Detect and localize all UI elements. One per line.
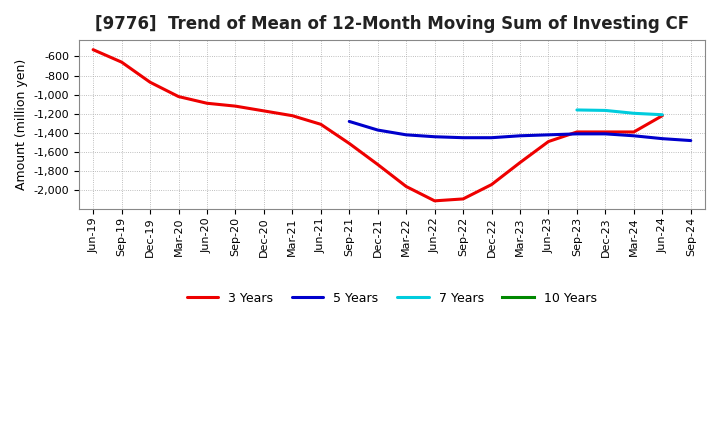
3 Years [629, 129, 638, 135]
3 Years [231, 103, 240, 109]
7 Years [658, 112, 667, 117]
3 Years [459, 196, 467, 202]
5 Years [345, 119, 354, 124]
5 Years [516, 133, 524, 139]
3 Years [487, 182, 496, 187]
Line: 7 Years: 7 Years [577, 110, 662, 115]
3 Years [174, 94, 183, 99]
3 Years [544, 139, 553, 144]
3 Years [402, 184, 410, 189]
Line: 5 Years: 5 Years [349, 121, 690, 140]
5 Years [431, 134, 439, 139]
Title: [9776]  Trend of Mean of 12-Month Moving Sum of Investing CF: [9776] Trend of Mean of 12-Month Moving … [95, 15, 689, 33]
3 Years [572, 129, 581, 135]
5 Years [601, 131, 610, 136]
5 Years [544, 132, 553, 137]
3 Years [601, 129, 610, 135]
5 Years [459, 135, 467, 140]
5 Years [629, 133, 638, 139]
Line: 3 Years: 3 Years [93, 50, 662, 201]
Y-axis label: Amount (million yen): Amount (million yen) [15, 59, 28, 191]
5 Years [572, 131, 581, 136]
3 Years [345, 141, 354, 146]
7 Years [601, 108, 610, 113]
5 Years [487, 135, 496, 140]
5 Years [658, 136, 667, 141]
3 Years [516, 160, 524, 165]
5 Years [402, 132, 410, 137]
3 Years [431, 198, 439, 203]
3 Years [117, 59, 126, 65]
5 Years [374, 128, 382, 133]
3 Years [145, 80, 154, 85]
3 Years [288, 113, 297, 118]
3 Years [260, 108, 269, 114]
Legend: 3 Years, 5 Years, 7 Years, 10 Years: 3 Years, 5 Years, 7 Years, 10 Years [182, 287, 602, 310]
7 Years [629, 111, 638, 116]
3 Years [317, 122, 325, 127]
5 Years [686, 138, 695, 143]
3 Years [374, 162, 382, 167]
3 Years [202, 101, 211, 106]
3 Years [658, 113, 667, 118]
3 Years [89, 47, 97, 52]
7 Years [572, 107, 581, 113]
